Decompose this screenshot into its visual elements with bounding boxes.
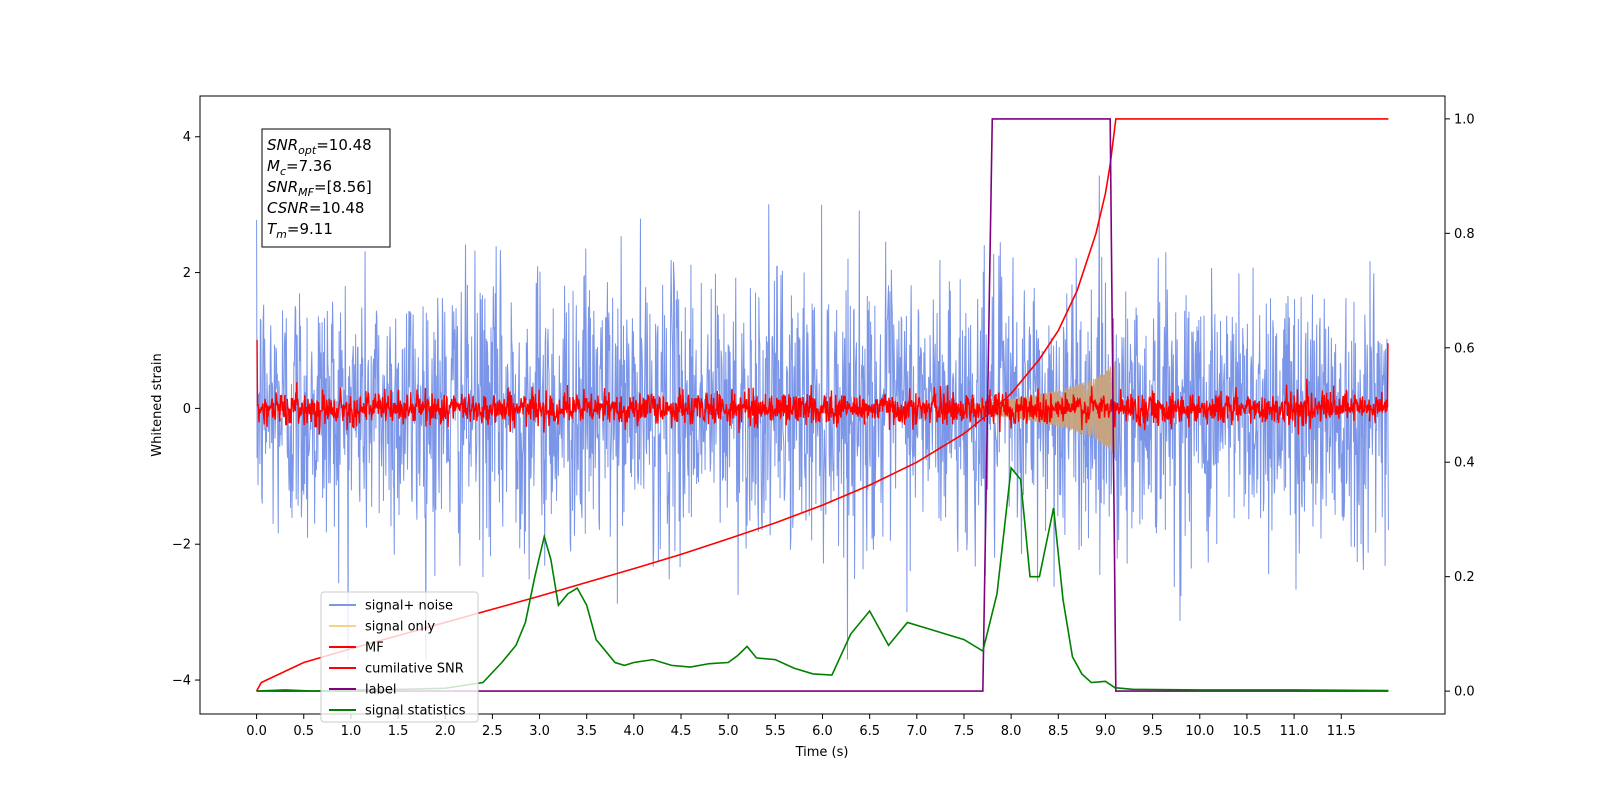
x-tick-label: 7.5 xyxy=(954,724,975,739)
series-signal-statistics xyxy=(256,465,1389,692)
x-tick-label: 6.0 xyxy=(812,724,833,739)
y2-tick-label: 0.2 xyxy=(1454,570,1475,585)
info-box: SNRopt=10.48Mc=7.36SNRMF=[8.56]CSNR=10.4… xyxy=(261,128,391,248)
x-tick-label: 1.5 xyxy=(388,724,409,739)
x-tick-label: 6.5 xyxy=(859,724,880,739)
legend-label: cumilative SNR xyxy=(365,662,464,677)
info-line: SNRMF=[8.56] xyxy=(267,178,372,199)
x-tick-label: 9.0 xyxy=(1095,724,1116,739)
x-tick-label: 10.5 xyxy=(1232,724,1261,739)
y2-tick-label: 0.4 xyxy=(1454,456,1475,471)
x-tick-label: 7.0 xyxy=(906,724,927,739)
legend-frame xyxy=(320,591,479,723)
x-axis-ticks: 0.0 0.5 1.0 1.5 2.0 2.5 3.0 3.5 4.0 4.5 5.0 5.5 6.0 6… xyxy=(246,714,1356,739)
y-tick-label: 2 xyxy=(183,266,191,281)
y2-tick-label: 0.8 xyxy=(1454,227,1475,242)
y-tick-label: −2 xyxy=(172,538,191,553)
x-tick-label: 5.5 xyxy=(765,724,786,739)
x-tick-label: 5.0 xyxy=(718,724,739,739)
y-tick-label: −4 xyxy=(172,674,191,689)
info-line: Mc=7.36 xyxy=(267,157,332,178)
y2-tick-label: 1.0 xyxy=(1454,112,1475,127)
x-tick-label: 2.0 xyxy=(435,724,456,739)
x-tick-label: 3.5 xyxy=(576,724,597,739)
y-tick-label: 4 xyxy=(183,130,191,145)
x-tick-label: 9.5 xyxy=(1142,724,1163,739)
x-tick-label: 8.5 xyxy=(1048,724,1069,739)
x-tick-label: 11.0 xyxy=(1280,724,1309,739)
legend-label: signal+ noise xyxy=(365,599,453,614)
series-mf xyxy=(256,339,1389,435)
y2-tick-label: 0.6 xyxy=(1454,341,1475,356)
x-axis-label: Time (s) xyxy=(795,745,849,760)
x-tick-label: 2.5 xyxy=(482,724,503,739)
x-tick-label: 0.5 xyxy=(293,724,314,739)
series-label xyxy=(256,118,1389,692)
info-line: Tm=9.11 xyxy=(267,220,333,241)
legend-label: label xyxy=(365,683,396,698)
x-tick-label: 4.5 xyxy=(671,724,692,739)
info-line: SNRopt=10.48 xyxy=(267,136,372,157)
x-tick-label: 10.0 xyxy=(1185,724,1214,739)
y2-tick-label: 0.0 xyxy=(1454,685,1475,700)
legend: signal+ noise signal only MF cumilative SNR… xyxy=(320,591,479,723)
legend-label: MF xyxy=(365,641,384,656)
series-signal-noise xyxy=(256,175,1389,660)
x-tick-label: 1.0 xyxy=(341,724,362,739)
y-tick-label: 0 xyxy=(183,402,191,417)
x-tick-label: 11.5 xyxy=(1327,724,1356,739)
info-line: CSNR=10.48 xyxy=(267,199,364,217)
x-tick-label: 4.0 xyxy=(624,724,645,739)
y-axis-ticks: 4 2 0 −2 −4 xyxy=(172,130,200,689)
info-box-frame xyxy=(261,128,391,248)
x-tick-label: 8.0 xyxy=(1001,724,1022,739)
x-tick-label: 3.0 xyxy=(529,724,550,739)
y2-axis-ticks: 1.0 0.8 0.6 0.4 0.2 0.0 xyxy=(1445,112,1475,700)
legend-label: signal only xyxy=(365,620,435,635)
x-tick-label: 0.0 xyxy=(246,724,267,739)
y-axis-label: Whitened strain xyxy=(150,353,165,456)
legend-label: signal statistics xyxy=(365,704,466,719)
